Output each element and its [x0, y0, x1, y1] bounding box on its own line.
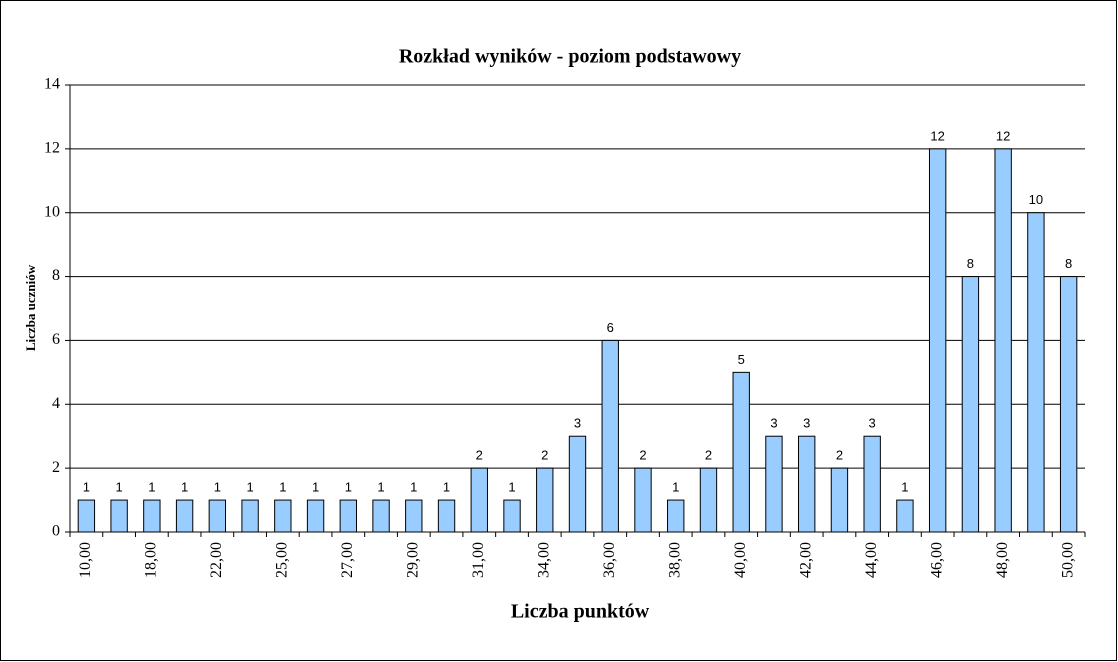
x-tick-label: 34,00	[535, 542, 552, 578]
bar	[601, 339, 619, 533]
bar	[830, 467, 849, 533]
y-tick-label: 8	[52, 267, 60, 284]
y-tick-label: 0	[52, 523, 60, 540]
data-label: 1	[115, 480, 122, 495]
x-tick-label: 46,00	[928, 542, 945, 578]
x-tick-label: 38,00	[666, 542, 683, 578]
bar	[339, 499, 357, 533]
x-tick-label: 50,00	[1059, 542, 1076, 578]
bar	[470, 467, 488, 533]
data-label: 1	[312, 480, 319, 495]
x-tick-label: 36,00	[601, 542, 618, 578]
bar	[175, 499, 194, 533]
x-axis-label: Liczba punktów	[511, 601, 650, 623]
x-tick-label: 40,00	[732, 542, 749, 578]
y-tick-label: 4	[52, 395, 60, 412]
data-label: 2	[836, 448, 843, 463]
bar	[536, 467, 554, 533]
bar	[667, 499, 685, 533]
x-tick-label: 29,00	[404, 542, 421, 578]
bar	[961, 276, 980, 533]
data-label: 1	[377, 480, 384, 495]
data-label: 1	[83, 480, 90, 495]
data-label: 1	[345, 480, 352, 495]
data-label: 8	[967, 256, 974, 271]
data-label: 6	[607, 320, 614, 335]
y-axis-label: Liczba uczniów	[23, 264, 38, 351]
data-label: 12	[996, 128, 1010, 143]
data-label: 1	[672, 480, 679, 495]
bar	[208, 499, 227, 533]
x-tick-label: 22,00	[208, 542, 225, 578]
bar	[634, 467, 652, 533]
x-tick-label: 48,00	[994, 542, 1011, 578]
x-tick-label: 27,00	[339, 542, 356, 578]
x-tick-label: 31,00	[470, 542, 487, 578]
data-label: 1	[246, 480, 253, 495]
bar	[732, 371, 750, 533]
data-label: 2	[705, 448, 712, 463]
x-tick-label: 44,00	[863, 542, 880, 578]
bar	[896, 499, 914, 533]
data-label: 3	[770, 416, 777, 431]
bar	[699, 467, 718, 533]
data-label: 1	[181, 480, 188, 495]
bar	[274, 499, 292, 533]
data-label: 8	[1065, 256, 1072, 271]
y-tick-label: 14	[44, 76, 60, 93]
data-label: 1	[148, 480, 155, 495]
y-tick-label: 10	[44, 203, 60, 220]
bar	[241, 499, 259, 533]
data-label: 3	[574, 416, 581, 431]
data-label: 12	[930, 128, 944, 143]
bar	[110, 499, 128, 533]
bar	[405, 499, 423, 533]
data-label: 1	[279, 480, 286, 495]
data-label: 1	[443, 480, 450, 495]
y-tick-label: 6	[52, 331, 60, 348]
data-label: 3	[869, 416, 876, 431]
data-label: 2	[639, 448, 646, 463]
bar	[77, 499, 96, 533]
bar	[143, 499, 161, 533]
data-label: 2	[476, 448, 483, 463]
bar	[1027, 212, 1045, 533]
x-tick-label: 10,00	[77, 542, 94, 578]
y-tick-label: 2	[52, 459, 60, 476]
data-label: 2	[541, 448, 548, 463]
data-label: 1	[901, 480, 908, 495]
bar	[503, 499, 521, 533]
bar	[798, 435, 816, 533]
x-tick-label: 25,00	[273, 542, 290, 578]
data-label: 1	[214, 480, 221, 495]
bar	[765, 435, 783, 533]
bar	[437, 499, 456, 533]
bar	[994, 148, 1012, 533]
x-tick-label: 18,00	[143, 542, 160, 578]
bar	[1059, 276, 1078, 533]
chart-title: Rozkład wyników - poziom podstawowy	[399, 46, 741, 68]
data-label: 10	[1029, 192, 1043, 207]
data-label: 5	[738, 352, 745, 367]
bar	[306, 499, 325, 533]
data-label: 3	[803, 416, 810, 431]
data-label: 1	[410, 480, 417, 495]
bar	[372, 499, 390, 533]
bar	[928, 148, 947, 533]
y-tick-label: 12	[44, 140, 60, 157]
bar	[863, 435, 881, 533]
bar	[568, 435, 587, 533]
data-label: 1	[508, 480, 515, 495]
x-tick-label: 42,00	[797, 542, 814, 578]
